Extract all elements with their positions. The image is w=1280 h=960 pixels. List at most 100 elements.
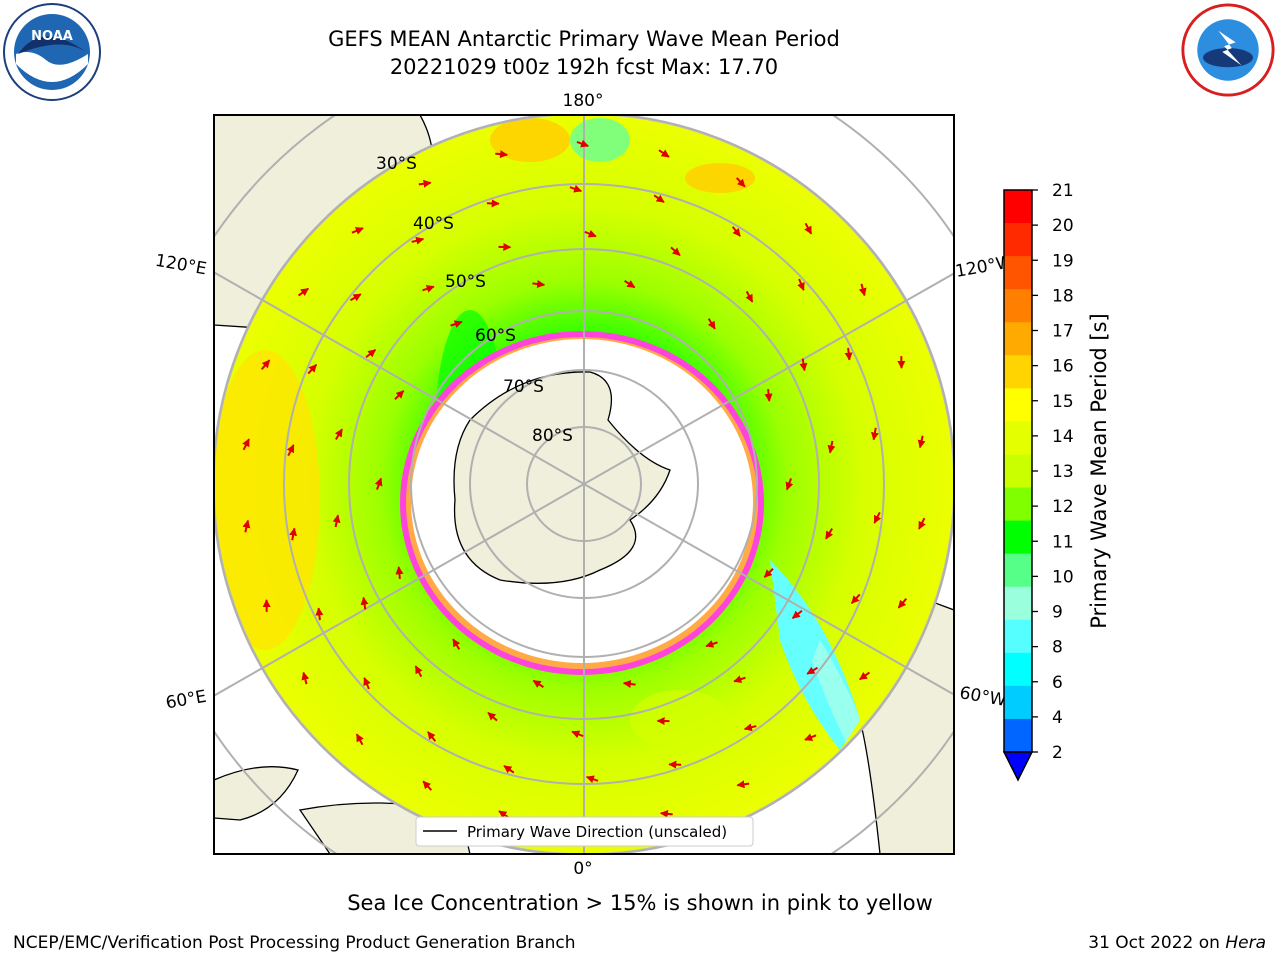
lat-label-70s: 70°S	[503, 377, 544, 397]
direction-arrow	[452, 638, 461, 650]
colorbar-swatch	[1004, 190, 1032, 224]
direction-arrow	[735, 177, 746, 188]
sea-ice-note: Sea Ice Concentration > 15% is shown in …	[347, 891, 933, 915]
direction-arrow	[332, 514, 341, 528]
direction-arrow	[763, 568, 774, 578]
direction-arrow	[355, 733, 364, 746]
direction-arrow	[422, 780, 433, 791]
footer-left: NCEP/EMC/Verification Post Processing Pr…	[13, 933, 576, 953]
direction-arrow	[658, 149, 670, 158]
direction-arrow	[427, 731, 437, 742]
colorbar-swatch	[1004, 520, 1032, 555]
direction-arrow	[844, 347, 853, 361]
wave-direction-arrows	[242, 139, 926, 829]
direction-arrow	[705, 640, 718, 648]
lon-label-60e: 60°E	[164, 687, 208, 714]
direction-arrow	[624, 280, 636, 289]
direction-arrow	[532, 280, 546, 288]
nws-logo	[1181, 3, 1275, 97]
direction-arrow	[585, 775, 599, 784]
colorbar-tick-label: 18	[1052, 286, 1074, 306]
direction-arrow	[569, 184, 583, 193]
map-subtitle: 20221029 t00z 192h fcst Max: 17.70	[389, 55, 779, 79]
direction-arrow	[260, 359, 271, 370]
direction-arrow	[363, 677, 371, 690]
direction-arrow	[827, 440, 836, 454]
svg-text:NOAA: NOAA	[31, 29, 73, 44]
colorbar-tick-label: 9	[1052, 603, 1063, 623]
colorbar-tick-label: 11	[1052, 532, 1074, 552]
direction-arrow	[917, 435, 926, 449]
footer-host: Hera	[1225, 933, 1266, 953]
footer-date: 31 Oct 2022 on	[1088, 933, 1226, 953]
colorbar-swatch	[1004, 652, 1032, 687]
colorbar-swatch	[1004, 718, 1032, 753]
direction-arrow	[286, 444, 295, 457]
direction-arrow	[659, 809, 673, 818]
direction-arrow	[374, 477, 383, 490]
colorbar-tick-label: 19	[1052, 251, 1074, 271]
direction-arrow	[450, 320, 463, 328]
direction-arrow	[532, 679, 544, 688]
direction-arrow	[495, 150, 509, 159]
direction-arrow	[799, 358, 808, 372]
colorbar-tick-label: 14	[1052, 427, 1074, 447]
colorbar-swatch	[1004, 454, 1032, 489]
svg-text:Primary Wave Direction (unscal: Primary Wave Direction (unscaled)	[467, 823, 727, 841]
direction-arrow	[315, 607, 324, 621]
map-legend: Primary Wave Direction (unscaled)	[415, 816, 754, 847]
lat-label-50s: 50°S	[445, 272, 486, 292]
colorbar-swatch	[1004, 487, 1032, 522]
direction-arrow	[307, 364, 318, 375]
direction-arrow	[743, 723, 757, 732]
graticule	[214, 115, 954, 854]
colorbar-tick-label: 2	[1052, 743, 1063, 763]
direction-arrow	[503, 765, 515, 774]
direction-arrow	[733, 675, 746, 683]
direction-arrow	[418, 179, 432, 188]
map-frame	[213, 114, 955, 855]
colorbar-tick-label: 20	[1052, 216, 1074, 236]
colorbar-swatch	[1004, 421, 1032, 455]
direction-arrow	[745, 290, 754, 303]
colorbar-swatch	[1004, 619, 1032, 654]
direction-arrow	[797, 278, 805, 291]
lat-label-40s: 40°S	[413, 214, 454, 234]
colorbar-tick-label: 21	[1052, 181, 1074, 201]
lat-label-30s: 30°S	[376, 154, 417, 174]
direction-arrow	[736, 780, 750, 789]
direction-arrow	[806, 666, 819, 675]
direction-arrow	[422, 285, 435, 293]
direction-arrow	[622, 680, 636, 688]
noaa-logo: NOAA	[3, 3, 101, 101]
colorbar-tick-label: 17	[1052, 322, 1074, 342]
direction-arrow	[571, 730, 584, 739]
colorbar-tick-label: 8	[1052, 638, 1063, 658]
colorbar-tick-label: 10	[1052, 567, 1074, 587]
direction-arrow	[242, 519, 251, 533]
colorbar-swatch	[1004, 223, 1032, 257]
direction-arrow	[349, 293, 362, 302]
footer-right: 31 Oct 2022 on Hera	[1088, 933, 1266, 953]
direction-arrow	[870, 427, 879, 441]
lon-label-180: 180°	[563, 91, 604, 111]
direction-arrow	[365, 349, 377, 359]
colorbar-tick-label: 4	[1052, 708, 1063, 728]
direction-arrow	[804, 733, 817, 741]
lon-label-120e: 120°E	[154, 251, 208, 280]
colorbar-swatch	[1004, 586, 1032, 621]
colorbar: 21 20 19 18 17 16 15 14 13 12 11 10 9 8 6 4 2	[1002, 181, 1074, 782]
colorbar-swatch	[1004, 553, 1032, 588]
direction-arrow	[918, 517, 926, 530]
colorbar-swatch	[1004, 355, 1032, 389]
direction-arrow	[804, 222, 813, 235]
direction-arrow	[584, 229, 597, 238]
direction-arrow	[791, 609, 803, 619]
colorbar-swatch	[1004, 256, 1032, 290]
colorbar-tick-label: 15	[1052, 392, 1074, 412]
colorbar-swatch	[1004, 685, 1032, 720]
direction-arrow	[670, 246, 681, 257]
direction-arrow	[301, 671, 310, 685]
colorbar-swatch	[1004, 289, 1032, 323]
direction-arrow	[394, 390, 405, 400]
